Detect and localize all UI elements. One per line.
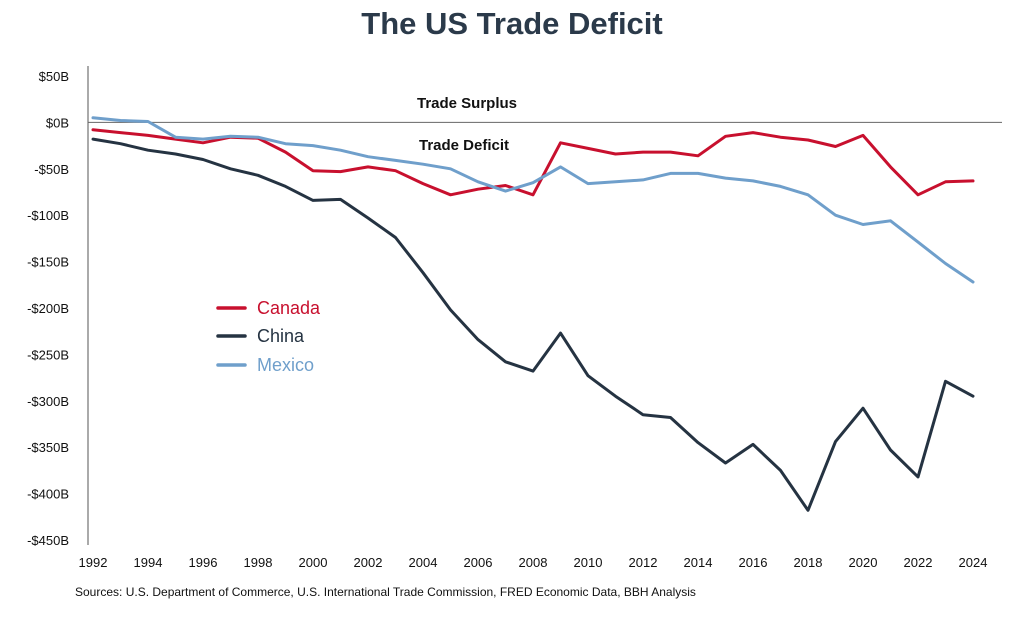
x-tick-label: 1996 (189, 555, 218, 570)
x-tick-label: 2014 (684, 555, 713, 570)
y-tick-label: $0B (46, 115, 69, 130)
chart-title: The US Trade Deficit (361, 6, 663, 41)
x-tick-label: 1994 (134, 555, 163, 570)
series-line-canada (91, 128, 975, 197)
x-tick-label: 2020 (849, 555, 878, 570)
series-line-mexico (91, 116, 975, 284)
x-tick-label: 1998 (244, 555, 273, 570)
y-tick-label: -$150B (27, 255, 69, 270)
x-tick-label: 2018 (794, 555, 823, 570)
annotation-trade-deficit: Trade Deficit (419, 137, 509, 154)
x-tick-label: 2006 (464, 555, 493, 570)
x-tick-label: 2004 (409, 555, 438, 570)
x-tick-label: 2000 (299, 555, 328, 570)
series-line-china (91, 137, 975, 512)
y-tick-label: -$300B (27, 394, 69, 409)
y-tick-label: -$200B (27, 301, 69, 316)
x-tick-label: 2002 (354, 555, 383, 570)
x-tick-label: 2022 (904, 555, 933, 570)
y-tick-label: -$450B (27, 533, 69, 548)
x-tick-label: 2024 (959, 555, 988, 570)
x-tick-label: 2010 (574, 555, 603, 570)
x-tick-label: 1992 (79, 555, 108, 570)
x-axis: 1992 1994 1996 1998 2000 2002 2004 2006 2008 2010… (79, 555, 988, 570)
series-lines (91, 116, 975, 512)
y-tick-label: -$400B (27, 487, 69, 502)
y-tick-label: -$100B (27, 208, 69, 223)
source-note: Sources: U.S. Department of Commerce, U.… (75, 585, 696, 599)
legend-label-canada: Canada (257, 298, 321, 318)
legend-label-mexico: Mexico (257, 355, 314, 375)
y-tick-label: -$350B (27, 440, 69, 455)
x-tick-label: 2012 (629, 555, 658, 570)
legend: Canada China Mexico (216, 298, 321, 375)
y-axis: $50B $0B -$50B -$100B -$150B -$200B -$250B -$30… (27, 66, 1002, 548)
y-tick-label: $50B (39, 69, 69, 84)
x-tick-label: 2016 (739, 555, 768, 570)
y-tick-label: -$50B (34, 162, 69, 177)
legend-label-china: China (257, 326, 305, 346)
annotation-trade-surplus: Trade Surplus (417, 95, 517, 112)
x-tick-label: 2008 (519, 555, 548, 570)
y-tick-label: -$250B (27, 347, 69, 362)
